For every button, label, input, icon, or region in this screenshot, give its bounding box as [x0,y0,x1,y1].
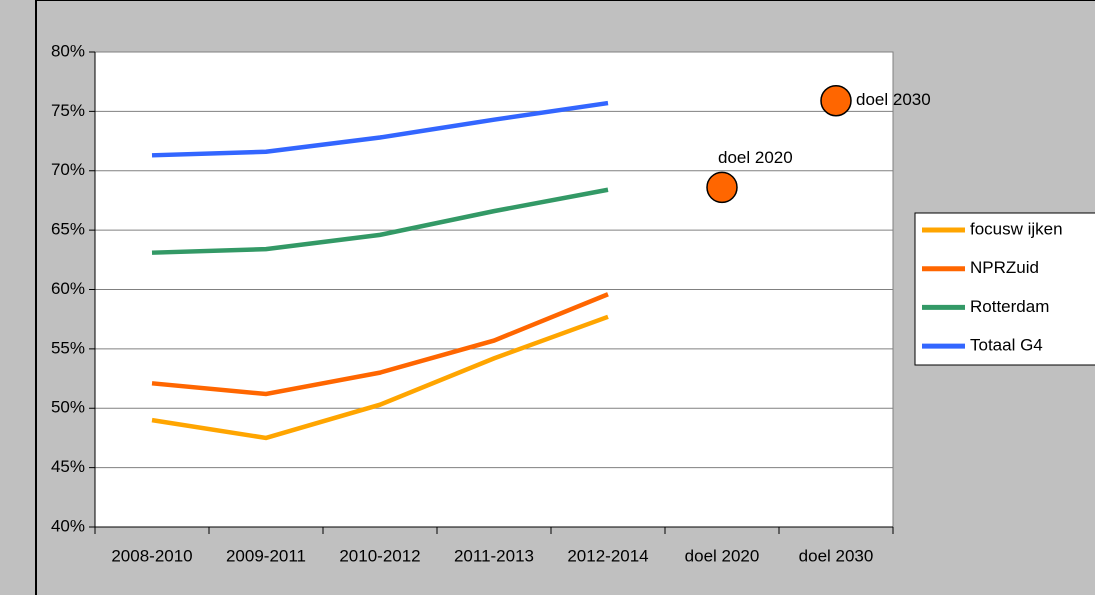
target-marker [706,171,738,204]
y-tick-label: 80% [51,41,85,60]
y-tick-label: 75% [51,101,85,120]
chart-frame [35,0,1095,595]
y-tick-label: 70% [51,160,85,179]
y-tick-label: 55% [51,338,85,357]
series-line [151,187,609,255]
x-tick-label: 2012-2014 [567,546,648,565]
y-tick-label: 50% [51,398,85,417]
legend-label: Totaal G4 [970,336,1043,355]
y-tick-label: 60% [51,279,85,298]
x-tick-label: doel 2020 [685,546,760,565]
x-tick-label: 2009-2011 [226,546,306,565]
series-line [151,292,609,397]
x-tick-label: 2010-2012 [339,546,420,565]
legend-label: Rotterdam [970,297,1049,316]
legend-label: focusw ijken [970,219,1063,238]
y-tick-label: 65% [51,220,85,239]
x-tick-label: doel 2030 [799,546,874,565]
target-label: doel 2030 [856,90,931,109]
x-tick-label: 2011-2013 [454,546,534,565]
legend-box [914,212,1095,366]
x-tick-label: 2008-2010 [111,546,192,565]
target-label: doel 2020 [718,148,793,167]
y-tick-label: 45% [51,457,85,476]
y-tick-label: 40% [51,516,85,535]
series-line [151,314,609,441]
series-line [151,100,609,158]
target-marker [820,84,852,117]
legend-label: NPRZuid [970,258,1039,277]
